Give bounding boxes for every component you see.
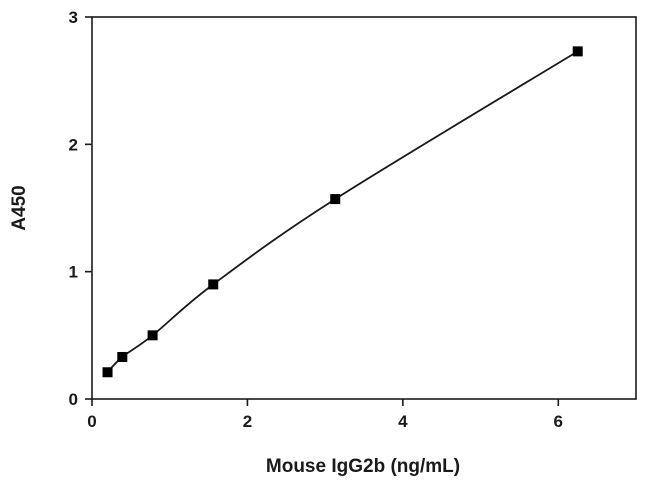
data-point-marker [208,279,219,290]
x-tick-label: 0 [87,412,96,431]
y-tick-label: 3 [69,8,78,27]
x-axis-ticks: 0 2 4 6 [87,399,563,431]
x-tick-label: 4 [398,412,408,431]
y-axis-ticks: 0 1 2 3 [69,8,92,409]
data-point-marker [102,367,113,378]
y-tick-label: 0 [69,390,78,409]
y-tick-label: 1 [69,263,78,282]
x-axis-label: Mouse IgG2b (ng/mL) [266,456,460,477]
data-point-marker [147,330,158,341]
data-point-marker [330,194,341,205]
plot-frame [91,16,637,400]
data-point-marker [572,46,583,57]
y-tick-label: 2 [69,135,78,154]
y-axis-label: A450 [9,185,30,230]
x-tick-label: 6 [554,412,563,431]
fit-curve-line [106,50,579,373]
x-tick-label: 2 [243,412,252,431]
data-points [102,46,583,378]
data-point-marker [117,351,128,362]
